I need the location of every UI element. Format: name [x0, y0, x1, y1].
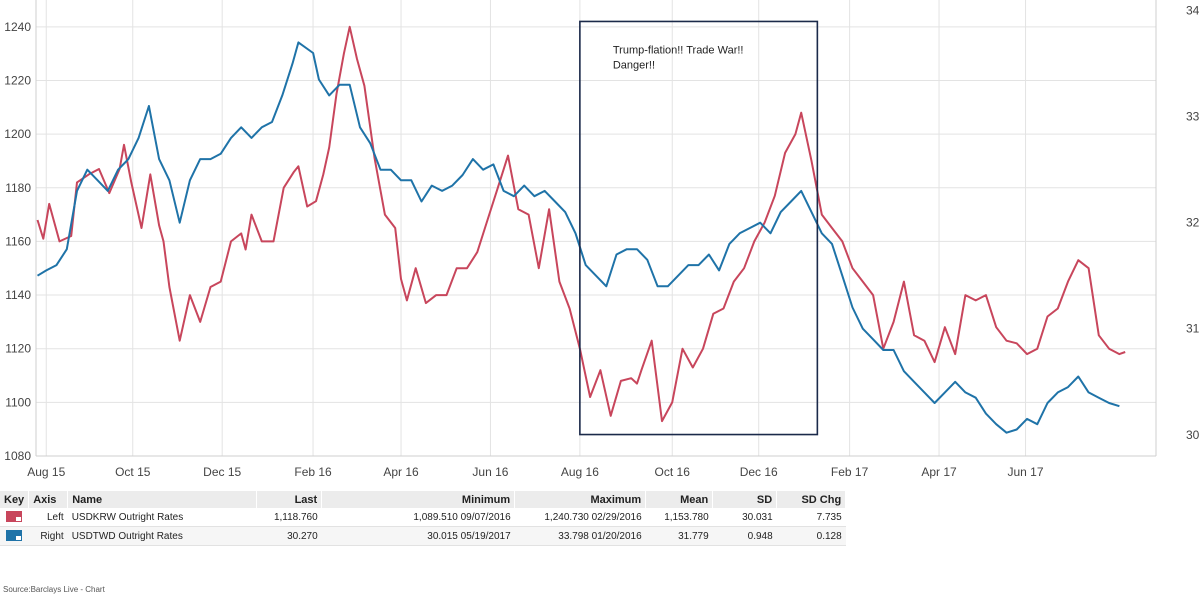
left-y-tick-label: 1220 — [4, 73, 31, 87]
table-header-row: Key Axis Name Last Minimum Maximum Mean … — [0, 491, 847, 508]
right-y-axis: 30 31 32 33 34 — [1186, 4, 1200, 442]
x-tick-label: Oct 15 — [115, 465, 151, 479]
right-y-tick-label: 33 — [1186, 110, 1200, 124]
table-row: Right USDTWD Outright Rates 30.270 30.01… — [0, 526, 846, 546]
sd-chg-cell: 7.735 — [776, 508, 846, 527]
header-mean[interactable]: Mean — [645, 491, 714, 508]
header-key[interactable]: Key — [0, 491, 30, 508]
right-y-tick-label: 32 — [1186, 216, 1200, 230]
minimum-cell: 1,089.510 09/07/2016 — [321, 508, 515, 527]
left-y-tick-label: 1100 — [5, 395, 31, 409]
annotation-text-line-2: Danger!! — [613, 59, 655, 71]
sd-chg-cell: 0.128 — [776, 526, 846, 546]
x-tick-label: Oct 16 — [655, 465, 691, 479]
header-minimum[interactable]: Minimum — [321, 491, 516, 508]
left-y-tick-label: 1140 — [5, 288, 31, 302]
header-sd-chg[interactable]: SD Chg — [776, 491, 847, 508]
header-maximum[interactable]: Maximum — [514, 491, 647, 508]
x-tick-label: Aug 15 — [27, 465, 65, 479]
annotation-text-line-1: Trump-flation!! Trade War!! — [613, 44, 744, 56]
usdkrw-series-line — [36, 25, 1126, 423]
x-tick-label: Jun 17 — [1008, 465, 1044, 479]
annotation-box — [579, 20, 819, 436]
last-cell: 30.270 — [256, 526, 322, 546]
table-row: Left USDKRW Outright Rates 1,118.760 1,0… — [0, 508, 846, 527]
axis-cell: Right — [28, 526, 68, 546]
right-y-tick-label: 30 — [1186, 428, 1200, 442]
maximum-cell: 33.798 01/20/2016 — [514, 526, 646, 546]
annotation: Trump-flation!! Trade War!! Danger!! — [579, 20, 819, 436]
statistics-table: Key Axis Name Last Minimum Maximum Mean … — [0, 491, 847, 546]
series-key-cell[interactable] — [0, 508, 29, 527]
x-tick-label: Feb 16 — [294, 465, 332, 479]
x-axis: Aug 15 Oct 15 Dec 15 Feb 16 Apr 16 Jun 16 Aug … — [27, 465, 1044, 479]
axis-cell: Left — [28, 508, 68, 527]
series-color-swatch[interactable] — [6, 530, 23, 542]
x-tick-label: Jun 16 — [472, 465, 508, 479]
mean-cell: 1,153.780 — [645, 508, 713, 527]
header-sd[interactable]: SD — [712, 491, 778, 508]
last-cell: 1,118.760 — [256, 508, 322, 527]
line-chart: Aug 15 Oct 15 Dec 15 Feb 16 Apr 16 Jun 16 Aug … — [4, 0, 1200, 479]
x-tick-label: Apr 16 — [383, 465, 419, 479]
left-y-tick-label: 1200 — [4, 127, 31, 141]
source-caption: Source:Barclays Live - Chart — [3, 585, 105, 594]
x-tick-label: Feb 17 — [831, 465, 869, 479]
header-axis[interactable]: Axis — [28, 491, 69, 508]
right-y-tick-label: 34 — [1186, 4, 1200, 18]
left-y-tick-label: 1160 — [5, 234, 31, 248]
left-y-tick-label: 1240 — [4, 20, 31, 34]
header-name[interactable]: Name — [67, 491, 258, 508]
left-y-tick-label: 1180 — [5, 181, 31, 195]
name-cell: USDKRW Outright Rates — [67, 508, 257, 527]
sd-cell: 30.031 — [712, 508, 777, 527]
name-cell: USDTWD Outright Rates — [67, 526, 257, 546]
x-tick-label: Aug 16 — [561, 465, 599, 479]
maximum-cell: 1,240.730 02/29/2016 — [514, 508, 646, 527]
minimum-cell: 30.015 05/19/2017 — [321, 526, 515, 546]
series-lines — [36, 25, 1126, 434]
x-tick-label: Dec 15 — [203, 465, 241, 479]
left-y-tick-label: 1080 — [4, 449, 31, 463]
sd-cell: 0.948 — [712, 526, 777, 546]
header-last[interactable]: Last — [256, 491, 323, 508]
right-y-tick-label: 31 — [1186, 322, 1200, 336]
left-y-tick-label: 1120 — [5, 342, 31, 356]
mean-cell: 31.779 — [645, 526, 713, 546]
left-y-axis: 1080 1100 1120 1140 1160 1180 1200 1220 1240 — [4, 20, 31, 463]
x-tick-label: Apr 17 — [921, 465, 957, 479]
grid-lines — [35, 0, 1157, 457]
x-tick-label: Dec 16 — [740, 465, 778, 479]
series-color-swatch[interactable] — [6, 511, 23, 523]
usdtwd-series-line — [36, 41, 1120, 434]
series-key-cell[interactable] — [0, 526, 29, 546]
